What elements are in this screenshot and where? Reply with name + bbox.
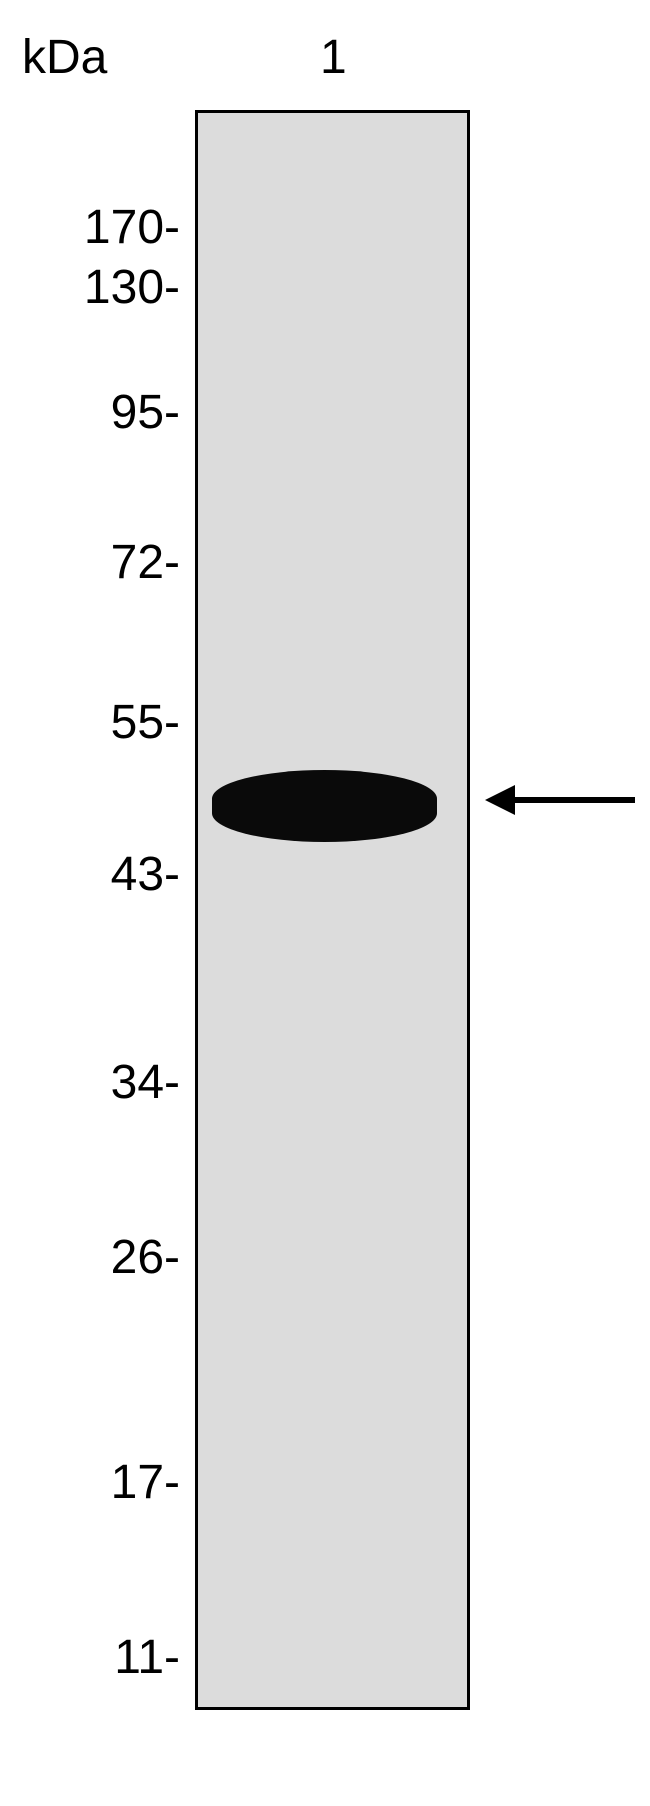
band-arrow-icon bbox=[480, 770, 640, 830]
mw-label-170: 170- bbox=[60, 200, 180, 255]
band-lane-1 bbox=[212, 770, 437, 842]
mw-label-55: 55- bbox=[80, 695, 180, 750]
mw-label-43: 43- bbox=[80, 847, 180, 902]
mw-label-72: 72- bbox=[80, 535, 180, 590]
mw-label-34: 34- bbox=[80, 1055, 180, 1110]
western-blot-figure: kDa 1 170- 130- 95- 72- 55- 43- 34- 26- … bbox=[0, 0, 650, 1806]
mw-label-26: 26- bbox=[80, 1230, 180, 1285]
lane-1-box bbox=[195, 110, 470, 1710]
mw-label-17: 17- bbox=[80, 1455, 180, 1510]
unit-label: kDa bbox=[22, 30, 107, 85]
mw-label-130: 130- bbox=[60, 260, 180, 315]
mw-label-95: 95- bbox=[80, 385, 180, 440]
lane-1-label: 1 bbox=[320, 30, 347, 85]
mw-label-11: 11- bbox=[80, 1630, 180, 1685]
